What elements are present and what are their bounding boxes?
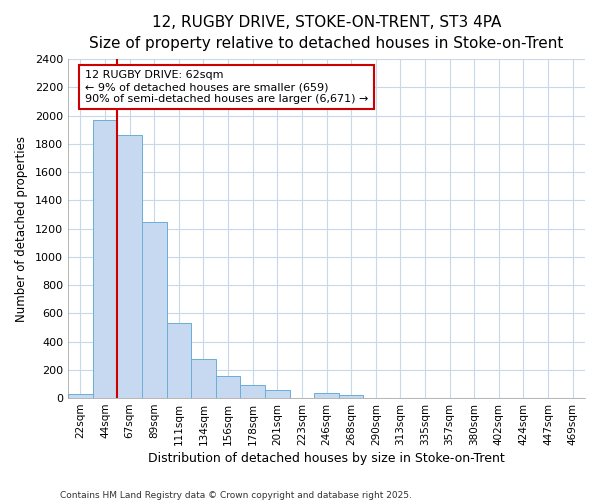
Bar [92, 120, 117, 398]
Bar [68, 394, 92, 398]
Bar [167, 323, 191, 398]
Bar [339, 395, 364, 398]
Bar [117, 136, 142, 398]
Text: 12 RUGBY DRIVE: 62sqm
← 9% of detached houses are smaller (659)
90% of semi-deta: 12 RUGBY DRIVE: 62sqm ← 9% of detached h… [85, 70, 368, 104]
Bar [241, 386, 265, 398]
Bar [142, 222, 167, 398]
Bar [191, 358, 216, 398]
Text: Contains HM Land Registry data © Crown copyright and database right 2025.: Contains HM Land Registry data © Crown c… [60, 490, 412, 500]
Bar [265, 390, 290, 398]
X-axis label: Distribution of detached houses by size in Stoke-on-Trent: Distribution of detached houses by size … [148, 452, 505, 465]
Bar [216, 376, 241, 398]
Y-axis label: Number of detached properties: Number of detached properties [15, 136, 28, 322]
Bar [314, 393, 339, 398]
Title: 12, RUGBY DRIVE, STOKE-ON-TRENT, ST3 4PA
Size of property relative to detached h: 12, RUGBY DRIVE, STOKE-ON-TRENT, ST3 4PA… [89, 15, 564, 51]
